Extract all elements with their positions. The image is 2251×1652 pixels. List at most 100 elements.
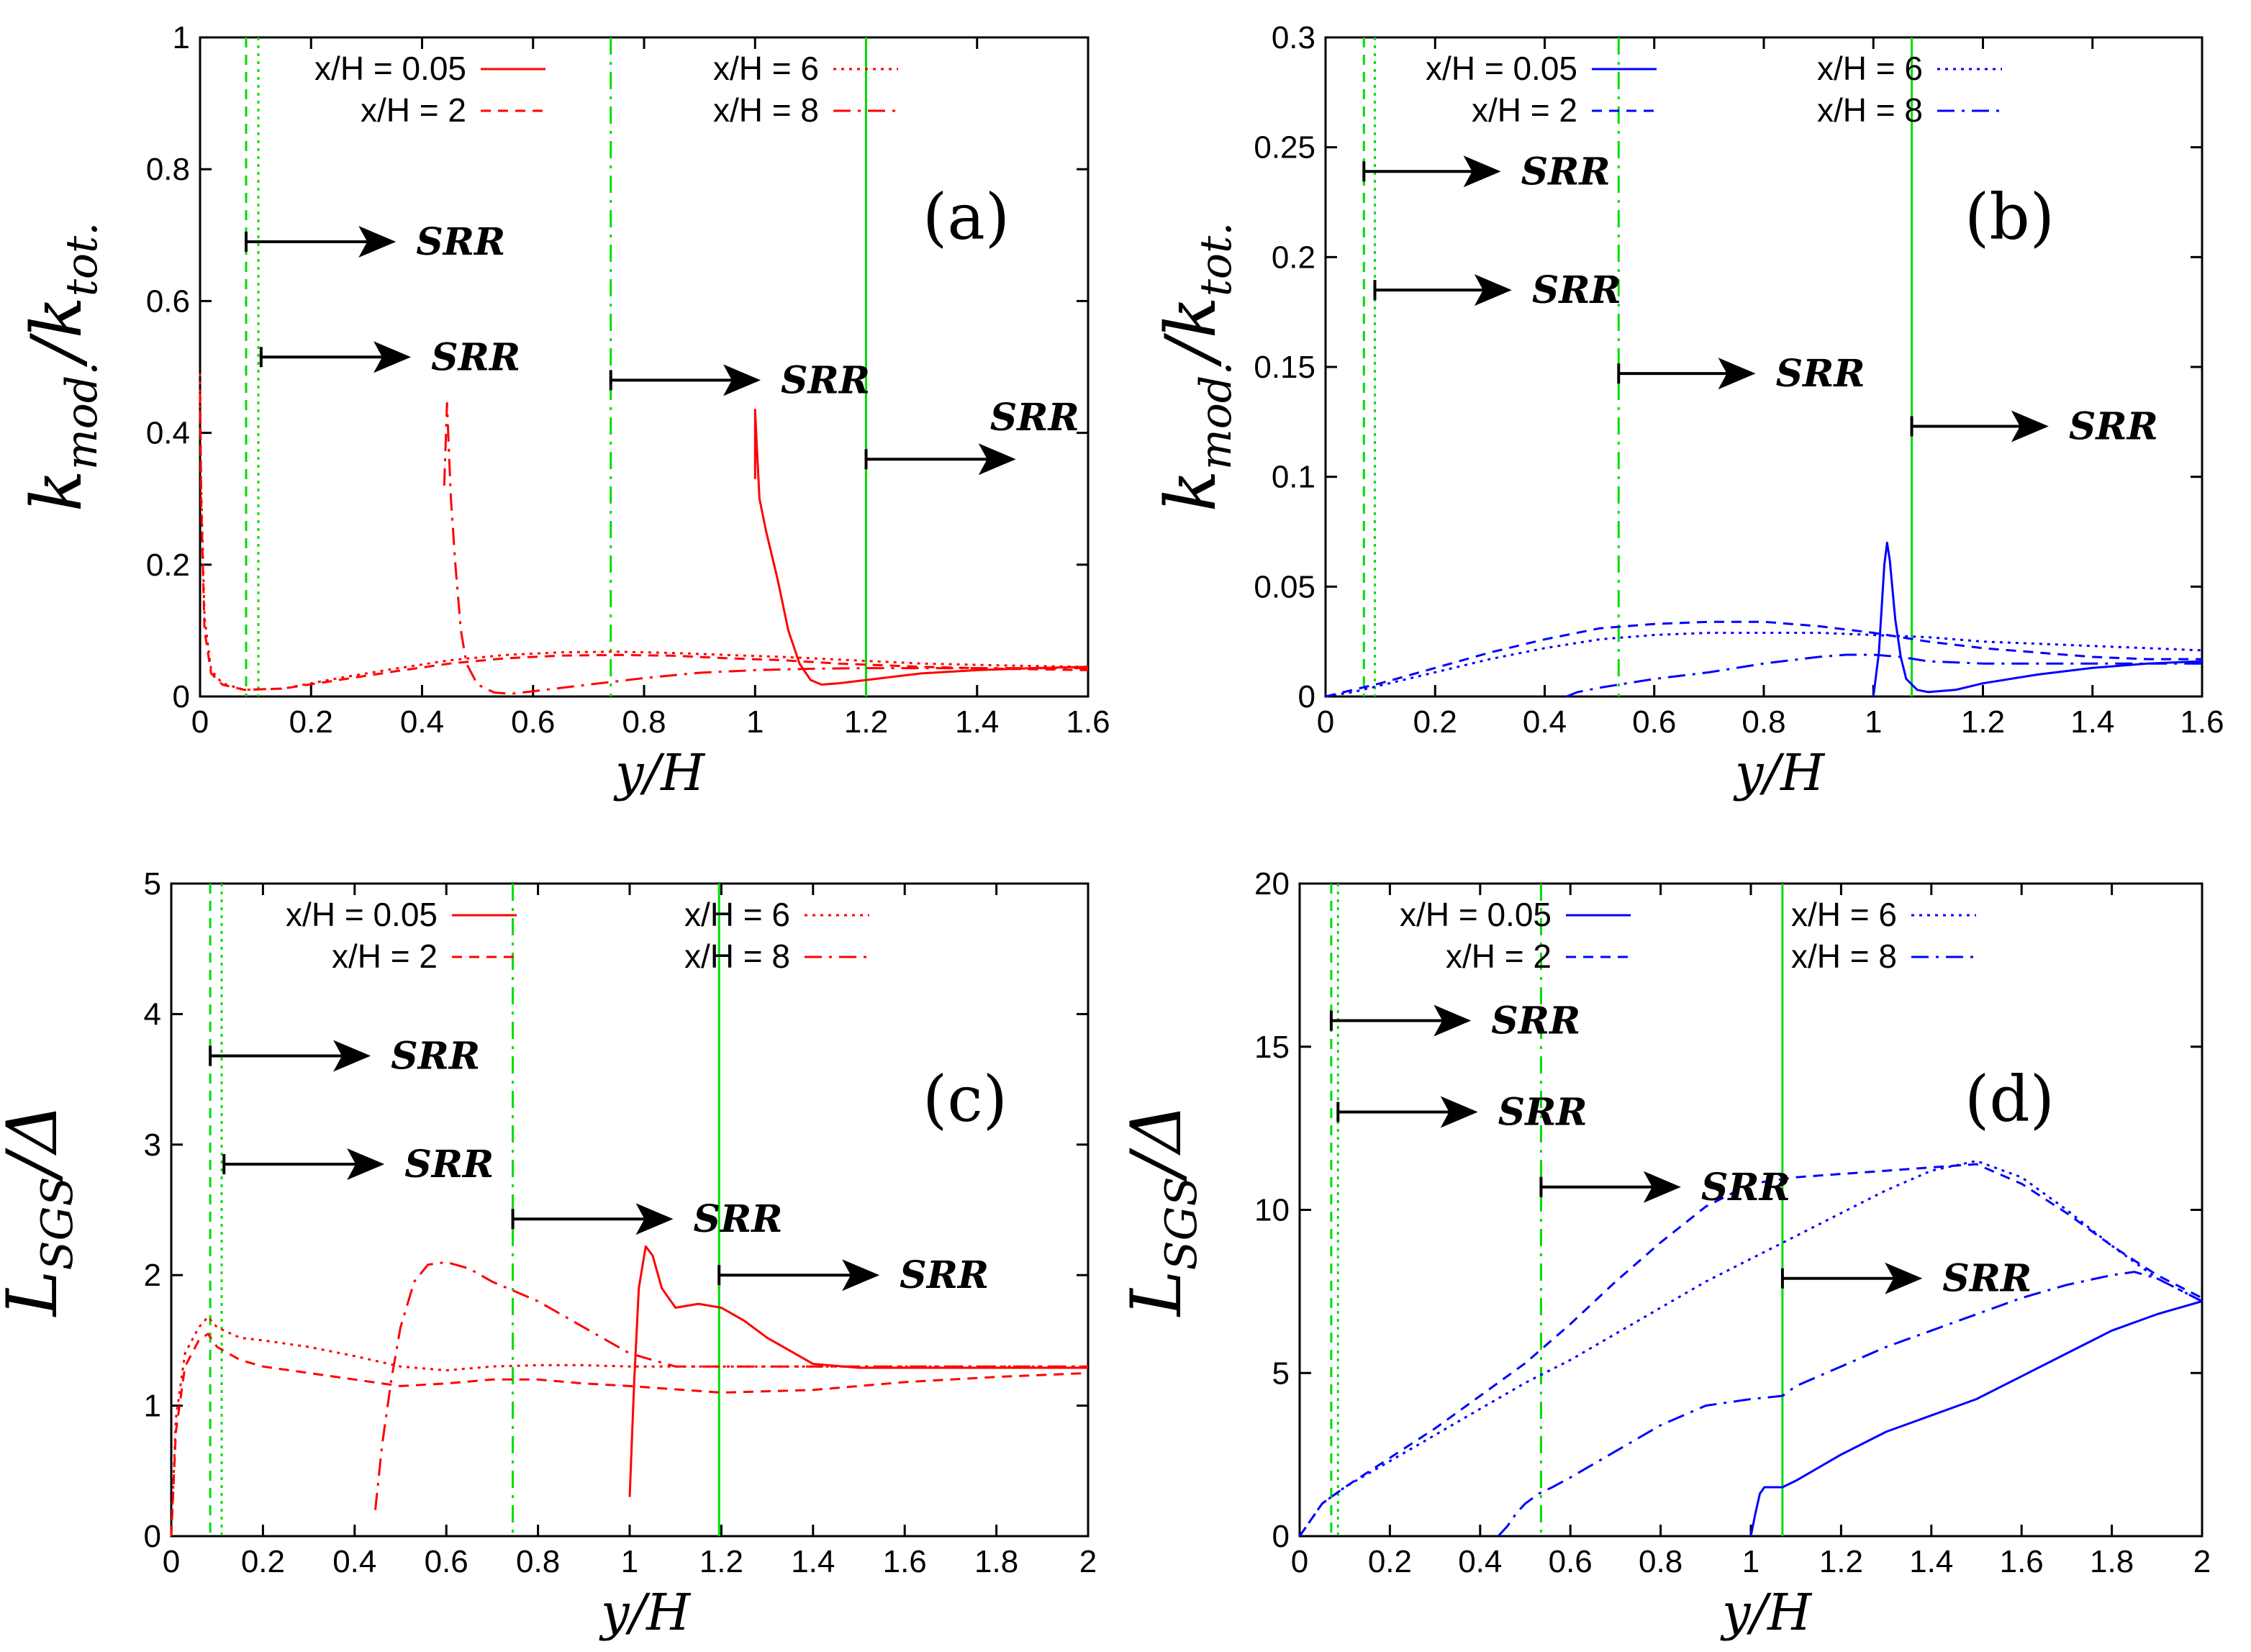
series-line-8	[374, 1261, 1088, 1510]
srr-label: SRR	[1498, 1090, 1588, 1134]
y-tick-label: 0.25	[1254, 130, 1315, 165]
x-tick-label: 1.8	[974, 1544, 1018, 1579]
srr-arrow-head	[723, 364, 761, 396]
x-tick-label: 0	[163, 1544, 180, 1579]
x-tick-label: 0.8	[516, 1544, 560, 1579]
y-axis-label: LSGS/Δ	[1116, 1104, 1207, 1318]
srr-arrow-head	[842, 1259, 880, 1292]
panel-label: (b)	[1965, 180, 2055, 254]
panel-b: 0 0.2 0.4 0.6 0.8 1 1.2 1.4 1.6 0 0.05 0.1 0.15 0.2 0.…	[1151, 20, 2224, 802]
y-tick-label: 0	[173, 679, 190, 714]
plot-frame	[170, 882, 1090, 1538]
y-axis-label-part: SGS	[1156, 1176, 1207, 1270]
legend-label: x/H = 2	[1472, 91, 1577, 129]
y-axis-label-part: L	[0, 1271, 73, 1318]
x-tick-label: 1.4	[1909, 1544, 1953, 1579]
legend-label: x/H = 6	[1817, 50, 1923, 87]
x-tick-label: 1.6	[2180, 704, 2224, 740]
srr-label: SRR	[416, 220, 505, 264]
y-tick-label: 0	[144, 1519, 161, 1554]
x-tick-label: 1.2	[699, 1544, 743, 1579]
y-tick-label: 0.15	[1254, 350, 1315, 385]
y-tick-label: 0.05	[1254, 569, 1315, 604]
y-axis-label-part: k	[1151, 470, 1231, 512]
x-tick-label: 0.6	[1632, 704, 1676, 740]
y-axis-label-part: mod.	[1191, 362, 1241, 471]
srr-arrow-head	[1463, 155, 1501, 188]
srr-arrow-head	[635, 1203, 674, 1235]
plot-frame	[1324, 36, 2204, 698]
srr-label: SRR	[2069, 404, 2158, 448]
srr-arrow-head	[1474, 274, 1512, 307]
y-tick-label: 0	[1298, 679, 1315, 714]
y-axis-label-part: L	[1116, 1271, 1197, 1318]
legend-label: x/H = 2	[332, 938, 438, 975]
srr-arrow-head	[373, 341, 412, 373]
y-tick-label: 1	[173, 20, 190, 55]
srr-label: SRR	[391, 1034, 480, 1078]
legend-label: x/H = 8	[713, 91, 819, 129]
x-tick-label: 1.4	[2070, 704, 2114, 740]
x-tick-label: 0.2	[1413, 704, 1457, 740]
srr-label: SRR	[431, 335, 520, 379]
panel-label: (c)	[923, 1062, 1007, 1136]
srr-arrow-head	[358, 225, 397, 258]
x-tick-label: 1.2	[1961, 704, 2005, 740]
x-tick-label: 1.4	[791, 1544, 835, 1579]
y-tick-label: 0.2	[146, 548, 190, 583]
series-line-8	[443, 401, 1088, 695]
x-axis-label: y/H	[599, 1583, 692, 1642]
x-tick-label: 0.8	[1639, 1544, 1682, 1579]
x-tick-label: 2	[2193, 1544, 2211, 1579]
series-line-0.05	[628, 1245, 1088, 1497]
y-tick-label: 0.4	[146, 416, 190, 451]
y-tick-label: 20	[1254, 866, 1290, 902]
legend-label: x/H = 0.05	[314, 50, 466, 87]
srr-arrow-head	[333, 1040, 371, 1072]
srr-arrow-head	[1440, 1096, 1478, 1128]
panel-label: (a)	[923, 180, 1010, 254]
panel-d: 0 0.2 0.4 0.6 0.8 1 1.2 1.4 1.6 1.8 205101520SRRSR…	[1116, 866, 2211, 1642]
series-line-8	[1566, 653, 2202, 698]
srr-arrow-head	[1718, 358, 1756, 390]
y-tick-label: 0.2	[1272, 240, 1315, 275]
y-tick-label: 0.3	[1272, 20, 1315, 55]
x-tick-label: 0.6	[511, 704, 555, 740]
srr-arrow-head	[1434, 1004, 1472, 1037]
legend-label: x/H = 0.05	[286, 896, 438, 933]
y-axis-label: LSGS/Δ	[0, 1104, 83, 1318]
series-line-6	[199, 373, 1089, 691]
y-axis-label-part: mod.	[57, 362, 107, 471]
panel-label: (d)	[1965, 1062, 2055, 1136]
legend-label: x/H = 2	[361, 91, 466, 129]
x-tick-label: 0.8	[1742, 704, 1785, 740]
series-line-0.05	[1749, 1300, 2203, 1537]
legend-label: x/H = 8	[684, 938, 790, 975]
srr-label: SRR	[1491, 999, 1580, 1043]
legend-label: x/H = 8	[1817, 91, 1923, 129]
x-tick-label: 1.8	[2090, 1544, 2134, 1579]
series-line-2	[1325, 620, 2202, 698]
srr-label: SRR	[900, 1253, 989, 1297]
x-tick-label: 0.2	[289, 704, 333, 740]
legend-label: x/H = 8	[1791, 938, 1897, 975]
srr-label: SRR	[1776, 352, 1865, 396]
x-tick-label: 0	[1317, 704, 1334, 740]
legend-label: x/H = 6	[1791, 896, 1897, 933]
series-line-6	[170, 1315, 1088, 1537]
panel-a: 0 0.2 0.4 0.6 0.8 1 1.2 1.4 1.6 0 0.2 0.4 0.6 0.8 1 SRR…	[17, 20, 1110, 802]
x-tick-label: 0.4	[1523, 704, 1567, 740]
x-tick-label: 1	[746, 704, 764, 740]
x-axis-label: y/H	[1733, 743, 1826, 802]
x-tick-label: 0.4	[1458, 1544, 1502, 1579]
x-tick-label: 1.2	[1819, 1544, 1863, 1579]
x-tick-label: 1.4	[955, 704, 999, 740]
x-tick-label: 0.2	[241, 1544, 285, 1579]
y-tick-label: 10	[1254, 1193, 1290, 1228]
legend-label: x/H = 0.05	[1400, 896, 1552, 933]
y-axis-label-part: k	[17, 470, 97, 512]
x-tick-label: 1.2	[844, 704, 888, 740]
x-tick-label: 1.6	[2000, 1544, 2044, 1579]
y-tick-label: 4	[144, 997, 161, 1032]
